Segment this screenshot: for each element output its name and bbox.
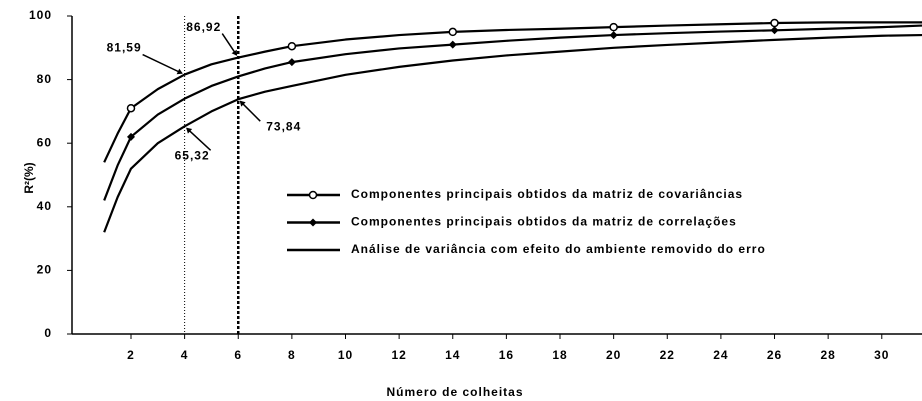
x-axis-label: Número de colheitas: [386, 385, 523, 399]
x-tick-label: 16: [499, 348, 514, 362]
annotation-label: 73,84: [266, 119, 301, 133]
x-tick-label: 22: [660, 348, 675, 362]
y-tick-label: 0: [44, 326, 52, 340]
marker: [448, 27, 458, 37]
series-line: [103, 33, 922, 233]
series-line: [103, 21, 922, 163]
y-tick-label: 100: [29, 8, 52, 22]
annotation-arrow: [239, 100, 261, 122]
marker: [770, 26, 779, 35]
marker: [287, 41, 297, 51]
y-tick-label: 40: [37, 199, 52, 213]
x-tick-label: 14: [445, 348, 460, 362]
x-tick-label: 4: [181, 348, 189, 362]
annotation-arrowhead: [176, 68, 183, 75]
y-tick-label: 60: [37, 135, 52, 149]
annotation-label: 65,32: [175, 148, 210, 162]
marker: [448, 40, 457, 49]
annotation-label: 81,59: [107, 41, 142, 55]
marker: [770, 18, 779, 28]
legend-label: Análise de variância com efeito do ambie…: [351, 242, 766, 256]
x-tick-label: 20: [606, 348, 621, 362]
annotation-label: 86,92: [186, 20, 221, 34]
annotation-arrowhead: [186, 127, 193, 134]
marker: [126, 132, 135, 141]
legend-label: Componentes principais obtidos da matriz…: [351, 215, 737, 229]
x-tick-label: 28: [820, 348, 835, 362]
marker: [609, 22, 618, 32]
marker: [308, 190, 318, 200]
x-tick-label: 26: [767, 348, 782, 362]
y-tick-label: 80: [37, 72, 52, 86]
x-tick-label: 30: [874, 348, 889, 362]
legend-label: Componentes principais obtidos da matriz…: [351, 187, 743, 201]
x-tick-label: 10: [338, 348, 353, 362]
series-line: [103, 24, 922, 201]
x-tick-label: 6: [234, 348, 242, 362]
marker: [309, 218, 317, 227]
y-tick-label: 20: [37, 263, 52, 277]
y-axis-label: R²(%): [22, 162, 36, 193]
x-tick-label: 12: [391, 348, 406, 362]
annotation-arrowhead: [231, 49, 238, 56]
annotation-arrow: [186, 127, 212, 151]
marker: [126, 103, 136, 113]
annotation-arrowhead: [239, 100, 246, 107]
annotation-arrow: [142, 53, 183, 74]
x-tick-label: 18: [552, 348, 567, 362]
marker: [287, 58, 296, 67]
x-tick-label: 24: [713, 348, 728, 362]
marker: [609, 31, 618, 40]
x-tick-label: 8: [288, 348, 296, 362]
x-tick-label: 2: [127, 348, 135, 362]
